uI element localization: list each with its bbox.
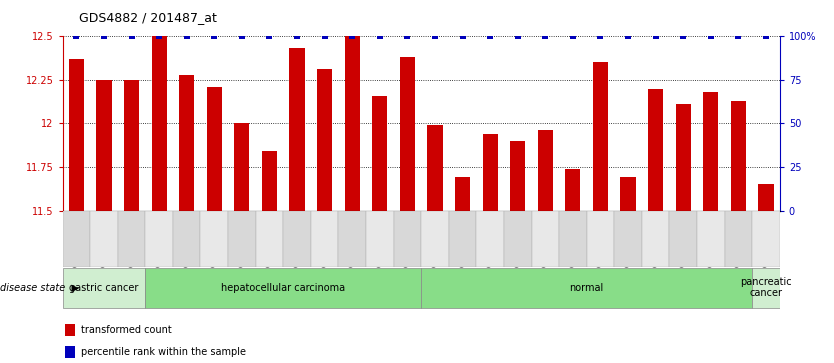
Text: percentile rank within the sample: percentile rank within the sample <box>81 347 246 358</box>
Point <box>649 33 662 39</box>
Bar <box>427 125 443 211</box>
Bar <box>510 141 525 211</box>
Point <box>511 33 525 39</box>
Point <box>539 33 552 39</box>
Point <box>566 33 580 39</box>
FancyBboxPatch shape <box>145 268 421 308</box>
Text: GDS4882 / 201487_at: GDS4882 / 201487_at <box>79 11 217 24</box>
Point <box>208 33 221 39</box>
FancyBboxPatch shape <box>63 268 145 308</box>
Bar <box>697 211 725 267</box>
Point <box>263 33 276 39</box>
Point <box>484 33 497 39</box>
Bar <box>372 95 387 211</box>
Bar <box>234 123 249 211</box>
Bar <box>124 80 139 211</box>
Bar <box>118 211 145 267</box>
Point <box>676 33 690 39</box>
Bar <box>179 75 194 211</box>
Point <box>345 33 359 39</box>
Bar <box>90 211 118 267</box>
Bar <box>642 211 670 267</box>
Point <box>594 33 607 39</box>
Bar <box>421 211 449 267</box>
Bar <box>565 169 580 211</box>
Bar <box>752 211 780 267</box>
Point <box>153 33 166 39</box>
Bar <box>455 178 470 211</box>
Bar <box>648 89 663 211</box>
FancyBboxPatch shape <box>752 268 780 308</box>
Point <box>98 33 111 39</box>
Bar <box>152 36 167 211</box>
Bar <box>63 211 90 267</box>
Bar <box>366 211 394 267</box>
Point <box>235 33 249 39</box>
Bar <box>676 104 691 211</box>
Bar <box>289 49 304 211</box>
Bar <box>725 211 752 267</box>
Bar <box>670 211 697 267</box>
Bar <box>344 36 359 211</box>
Bar <box>531 211 559 267</box>
Point <box>290 33 304 39</box>
Bar <box>256 211 284 267</box>
Bar <box>317 69 332 211</box>
Point <box>70 33 83 39</box>
Point <box>125 33 138 39</box>
Point <box>456 33 470 39</box>
Bar <box>538 130 553 211</box>
Bar <box>476 211 504 267</box>
Text: disease state  ▶: disease state ▶ <box>0 283 79 293</box>
Point <box>180 33 193 39</box>
Bar <box>586 211 615 267</box>
Bar <box>284 211 311 267</box>
Bar <box>394 211 421 267</box>
Point <box>731 33 745 39</box>
Point <box>704 33 717 39</box>
Point <box>318 33 331 39</box>
Bar <box>68 59 84 211</box>
Point <box>759 33 772 39</box>
Bar <box>64 346 75 359</box>
Text: transformed count: transformed count <box>81 325 172 335</box>
Point <box>400 33 414 39</box>
Bar <box>145 211 173 267</box>
Point <box>429 33 442 39</box>
Bar <box>262 151 277 211</box>
Bar <box>449 211 476 267</box>
Text: pancreatic
cancer: pancreatic cancer <box>741 277 791 298</box>
Bar <box>173 211 200 267</box>
Bar <box>483 134 498 211</box>
Point <box>621 33 635 39</box>
Bar <box>620 178 636 211</box>
Bar <box>593 62 608 211</box>
Bar <box>703 92 718 211</box>
FancyBboxPatch shape <box>421 268 752 308</box>
Text: hepatocellular carcinoma: hepatocellular carcinoma <box>221 283 345 293</box>
Bar <box>339 211 366 267</box>
Point <box>373 33 386 39</box>
Bar <box>504 211 531 267</box>
Bar <box>758 184 774 211</box>
Bar <box>615 211 642 267</box>
Text: normal: normal <box>570 283 604 293</box>
Bar <box>559 211 586 267</box>
Bar <box>200 211 228 267</box>
Bar <box>207 87 222 211</box>
Bar <box>311 211 339 267</box>
Bar <box>97 80 112 211</box>
Bar <box>399 57 415 211</box>
Bar <box>731 101 746 211</box>
Bar <box>228 211 256 267</box>
Text: gastric cancer: gastric cancer <box>69 283 138 293</box>
Bar <box>64 324 75 336</box>
